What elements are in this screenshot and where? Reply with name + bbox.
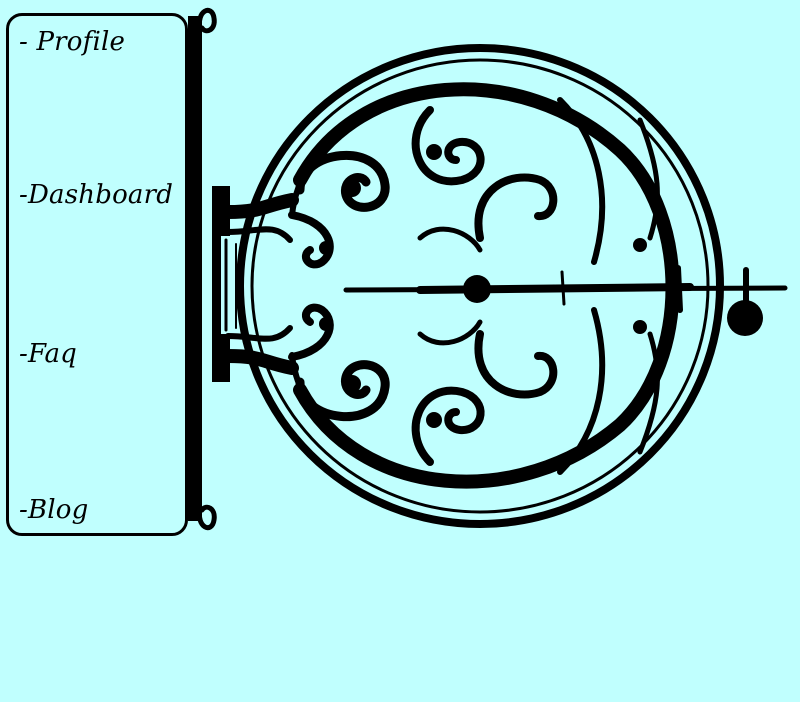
nav-link-dashboard[interactable]: -Dashboard [19, 180, 174, 210]
nav-link-faq[interactable]: -Faq [19, 339, 78, 369]
nav-link-profile[interactable]: - Profile [19, 27, 126, 57]
sign-nav-panel: - Profile -Dashboard -Faq -Blog [6, 13, 188, 536]
nav-link-blog[interactable]: -Blog [19, 495, 89, 525]
